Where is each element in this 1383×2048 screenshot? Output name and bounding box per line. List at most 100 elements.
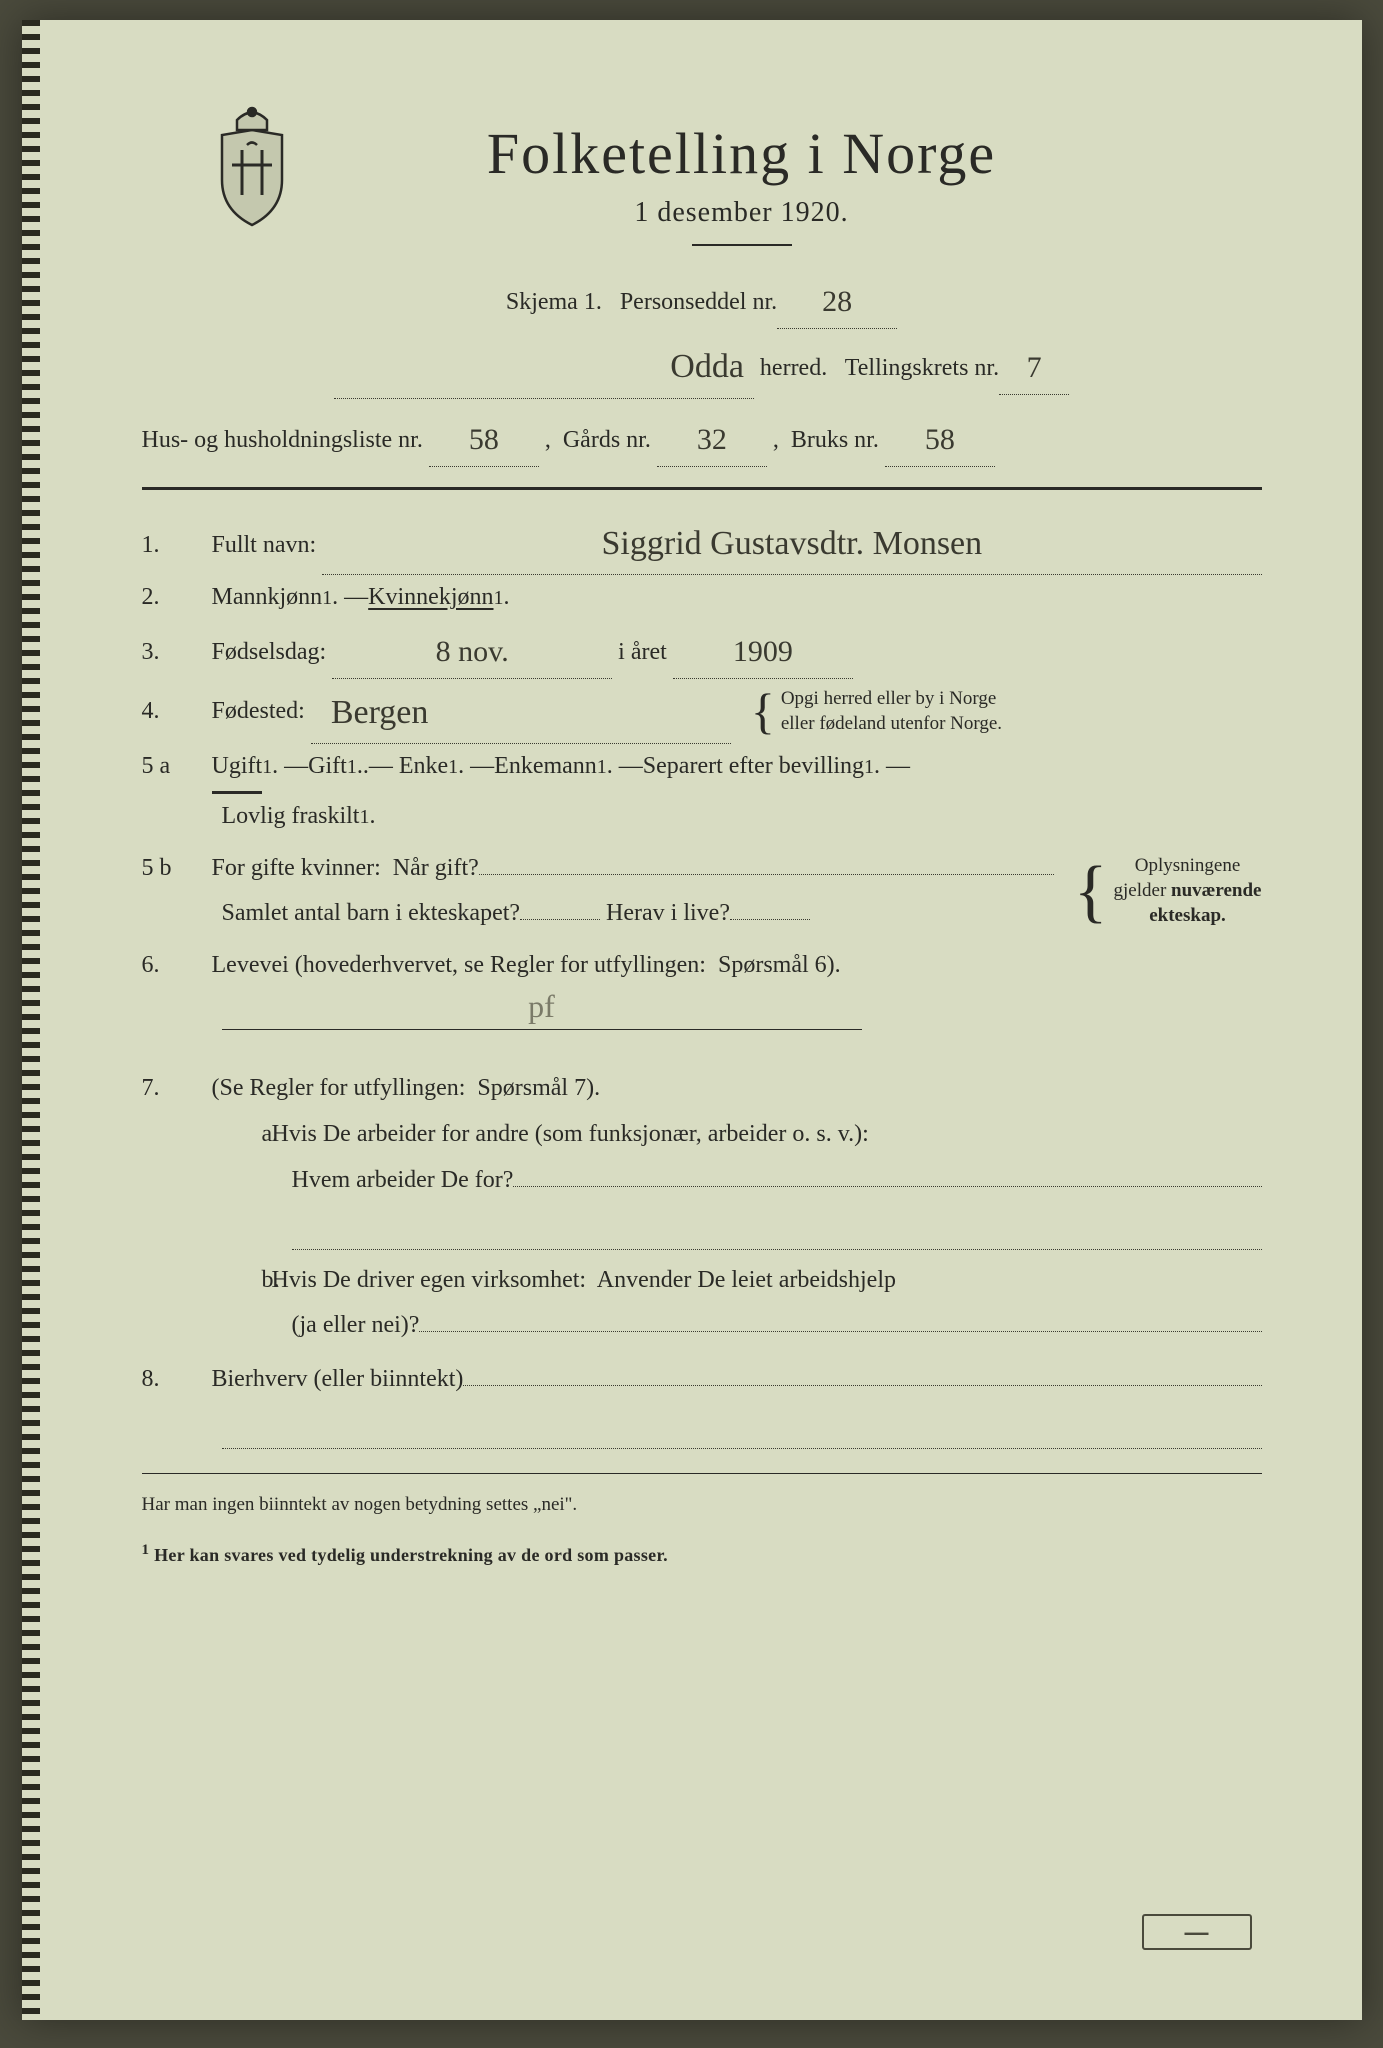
thin-rule	[142, 1473, 1262, 1474]
q7a-line2: Hvem arbeider De for?	[292, 1158, 514, 1204]
q5a-enkemann: Enkemann	[494, 744, 597, 790]
q4-note-line1: Opgi herred eller by i Norge	[781, 687, 1002, 712]
q7a-line1: Hvis De arbeider for andre (som funksjon…	[272, 1112, 869, 1158]
q7b-line2: (ja eller nei)?	[292, 1303, 420, 1349]
q4-note: { Opgi herred eller by i Norge eller fød…	[751, 687, 1002, 736]
q7a-value	[513, 1186, 1261, 1187]
q5b-label2b: Herav i live?	[600, 891, 730, 937]
q7-num: 7.	[142, 1066, 212, 1112]
gards-label: , Gårds nr.	[539, 418, 657, 464]
q3-row: 3. Fødselsdag: 8 nov. i året 1909	[142, 621, 1262, 679]
q5b-live-value	[730, 919, 810, 920]
q5a-row2: Lovlig fraskilt1.	[142, 794, 1262, 840]
q4-row: 4. Fødested: Bergen { Opgi herred eller …	[142, 679, 1262, 745]
q5a-row: 5 a Ugift1. — Gift1..— Enke1. — Enkemann…	[142, 744, 1262, 794]
birth-year-value: 1909	[733, 635, 793, 668]
sup1: 1	[322, 579, 332, 617]
q7a-row2: Hvem arbeider De for?	[142, 1158, 1262, 1204]
q5b-row2: Samlet antal barn i ekteskapet? Herav i …	[142, 891, 1054, 937]
q5b-label2a: Samlet antal barn i ekteskapet?	[222, 891, 521, 937]
q4-note-line2: eller fødeland utenfor Norge.	[781, 712, 1002, 737]
q6-num: 6.	[142, 943, 212, 989]
divider	[692, 244, 792, 246]
q1-num: 1.	[142, 523, 212, 569]
personseddel-nr: 28	[822, 285, 852, 318]
skjema-label: Skjema 1. Personseddel nr.	[506, 280, 777, 326]
document-date: 1 desember 1920.	[342, 197, 1142, 229]
birthplace-value: Bergen	[331, 694, 429, 731]
q7a-row1: a. Hvis De arbeider for andre (som funks…	[142, 1112, 1262, 1158]
q5a-num: 5 a	[142, 744, 212, 790]
q2-num: 2.	[142, 575, 212, 621]
full-name-value: Siggrid Gustavsdtr. Monsen	[602, 525, 983, 562]
document-title: Folketelling i Norge	[342, 120, 1142, 187]
q6-row: 6. Levevei (hovederhvervet, se Regler fo…	[142, 943, 1262, 989]
form-header: Folketelling i Norge 1 desember 1920.	[202, 100, 1262, 261]
heavy-rule	[142, 487, 1262, 490]
q7a-num: a.	[222, 1112, 272, 1158]
q5a-enke: Enke	[399, 744, 448, 790]
hus-nr: 58	[469, 423, 499, 456]
q2-male: Mannkjønn	[212, 575, 323, 621]
q5b-num: 5 b	[142, 846, 212, 892]
q7-row: 7. (Se Regler for utfyllingen: Spørsmål …	[142, 1066, 1262, 1112]
q5a-gift: Gift	[308, 744, 347, 790]
q8-label: Bierhverv (eller biinntekt)	[212, 1357, 464, 1403]
q1-label: Fullt navn:	[212, 523, 323, 569]
q5b-note3: ekteskap.	[1114, 904, 1262, 929]
q5b-gift-value	[479, 874, 1054, 875]
q5a-fraskilt: Lovlig fraskilt	[222, 794, 360, 840]
q6-value-line: pf	[222, 988, 862, 1030]
herred-row: Odda herred. Tellingskrets nr. 7	[142, 333, 1262, 399]
q6-label: Levevei (hovederhvervet, se Regler for u…	[212, 943, 841, 989]
herred-label: herred. Tellingskrets nr.	[754, 346, 999, 392]
hus-label: Hus- og husholdningsliste nr.	[142, 418, 429, 464]
q5b-label1: For gifte kvinner: Når gift?	[212, 846, 479, 892]
q5b-note1: Oplysningene	[1114, 854, 1262, 879]
footnote: 1 Her kan svares ved tydelig understrekn…	[142, 1542, 1262, 1566]
coat-of-arms-icon	[202, 100, 302, 230]
bruks-label: , Bruks nr.	[767, 418, 885, 464]
q3-label: Fødselsdag:	[212, 630, 333, 676]
q7a-value-cont	[292, 1203, 1262, 1250]
title-block: Folketelling i Norge 1 desember 1920.	[342, 120, 1142, 261]
q5b-block: 5 b For gifte kvinner: Når gift? Samlet …	[142, 846, 1262, 937]
hus-row: Hus- og husholdningsliste nr. 58 , Gårds…	[142, 409, 1262, 467]
q5a-ugift: Ugift	[212, 744, 263, 794]
q4-label: Fødested:	[212, 689, 311, 735]
q1-row: 1. Fullt navn: Siggrid Gustavsdtr. Monse…	[142, 510, 1262, 576]
q7a-row3	[142, 1203, 1262, 1250]
q8-value-cont	[222, 1403, 1262, 1450]
q2-row: 2. Mannkjønn1 . — Kvinnekjønn1.	[142, 575, 1262, 621]
bruks-nr: 58	[925, 423, 955, 456]
q7b-row2: (ja eller nei)?	[142, 1303, 1262, 1349]
q6-value: pf	[528, 988, 555, 1024]
q7-label: (Se Regler for utfyllingen: Spørsmål 7).	[212, 1066, 601, 1112]
q5b-note: { Oplysningene gjelder nuværende ekteska…	[1074, 854, 1262, 928]
q7b-num: b.	[222, 1258, 272, 1304]
herred-value: Odda	[670, 348, 744, 385]
tellingskrets-nr: 7	[1027, 351, 1042, 384]
census-form-page: Folketelling i Norge 1 desember 1920. Sk…	[22, 20, 1362, 2020]
birth-day-value: 8 nov.	[436, 635, 509, 668]
brace-icon: {	[1074, 874, 1108, 909]
q8-num: 8.	[142, 1357, 212, 1403]
q2-sep: . —	[332, 575, 368, 621]
q8-row: 8. Bierhverv (eller biinntekt)	[142, 1357, 1262, 1403]
q5b-row1: 5 b For gifte kvinner: Når gift?	[142, 846, 1054, 892]
q8-value	[463, 1385, 1261, 1386]
q5b-barn-value	[520, 919, 600, 920]
footer-note: Har man ingen biinntekt av nogen betydni…	[142, 1494, 1262, 1516]
brace-icon: {	[751, 699, 775, 724]
q7b-line1: Hvis De driver egen virksomhet: Anvender…	[272, 1258, 896, 1304]
sup1b: 1	[494, 579, 504, 617]
printer-stamp: ▬▬▬	[1142, 1914, 1252, 1950]
q3-mid: i året	[612, 630, 673, 676]
gards-nr: 32	[697, 423, 727, 456]
q5b-note2: gjelder nuværende	[1114, 879, 1262, 904]
q8-row2	[142, 1403, 1262, 1450]
q4-num: 4.	[142, 689, 212, 735]
q3-num: 3.	[142, 630, 212, 676]
q7b-row1: b. Hvis De driver egen virksomhet: Anven…	[142, 1258, 1262, 1304]
q2-female: Kvinnekjønn	[368, 575, 493, 621]
